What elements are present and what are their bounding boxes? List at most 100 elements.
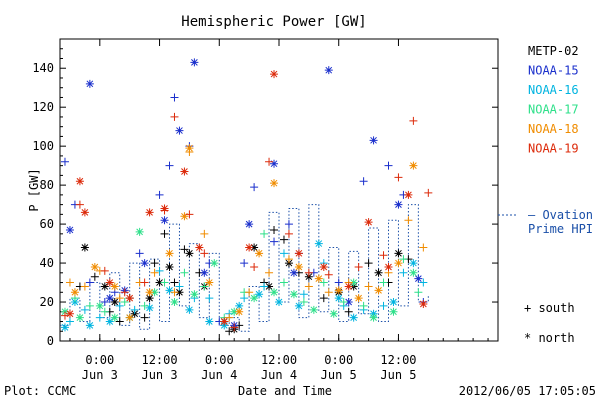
south-point — [364, 282, 373, 291]
x-tick-time: 0:00 — [85, 353, 114, 367]
legend: METP-02 NOAA-15 NOAA-16 NOAA-17 NOAA-18 NOAA-… — [498, 44, 593, 345]
south-point — [115, 294, 124, 303]
north-point — [255, 249, 264, 258]
north-point — [170, 298, 179, 307]
south-point — [160, 278, 169, 287]
south-point — [379, 251, 388, 260]
north-point — [125, 294, 134, 303]
north-point — [140, 259, 149, 268]
south-point — [100, 307, 109, 316]
y-tick-label: 60 — [40, 217, 54, 231]
south-point — [85, 301, 94, 310]
y-tick-label: 20 — [40, 295, 54, 309]
south-point — [140, 278, 149, 287]
south-point — [150, 259, 159, 268]
x-tick-date: Jun 5 — [380, 368, 416, 382]
north-point — [289, 290, 298, 299]
legend-item-noaa-15: NOAA-15 — [528, 64, 579, 78]
north-point — [135, 227, 144, 236]
north-point — [200, 268, 209, 277]
south-point — [284, 255, 293, 264]
x-tick-time: 12:00 — [261, 353, 297, 367]
north-point — [165, 262, 174, 271]
north-point — [100, 282, 109, 291]
south-point — [379, 278, 388, 287]
south-point — [170, 288, 179, 297]
north-point — [329, 309, 338, 318]
north-point — [145, 303, 154, 312]
north-point — [270, 70, 279, 79]
north-point — [145, 288, 154, 297]
north-point — [175, 126, 184, 135]
south-point — [399, 268, 408, 277]
north-point — [235, 301, 244, 310]
north-point — [185, 249, 194, 258]
south-point — [170, 278, 179, 287]
south-point — [140, 301, 149, 310]
north-point — [190, 58, 199, 67]
south-point — [200, 229, 209, 238]
north-point — [270, 288, 279, 297]
north-point — [374, 268, 383, 277]
south-point — [60, 157, 69, 166]
north-point — [85, 79, 94, 88]
y-axis-ticks: 0 20 40 60 80 100 120 140 — [32, 48, 498, 348]
north-point — [314, 274, 323, 283]
south-point — [384, 161, 393, 170]
south-point — [359, 301, 368, 310]
south-point — [130, 305, 139, 314]
south-point — [80, 282, 89, 291]
south-point — [324, 270, 333, 279]
north-point — [289, 268, 298, 277]
south-point — [265, 157, 274, 166]
south-point — [95, 313, 104, 322]
north-point — [205, 278, 214, 287]
north-point — [349, 278, 358, 287]
south-point — [359, 177, 368, 186]
north-point — [65, 225, 74, 234]
south-point — [225, 313, 234, 322]
north-point — [105, 317, 114, 326]
south-point — [160, 229, 169, 238]
south-point — [279, 249, 288, 258]
north-point — [394, 200, 403, 209]
south-point — [115, 317, 124, 326]
north-point — [110, 313, 119, 322]
north-point — [309, 305, 318, 314]
north-point — [160, 216, 169, 225]
north-point — [125, 313, 134, 322]
south-point — [399, 255, 408, 264]
north-point — [145, 208, 154, 217]
ovation-series — [60, 204, 429, 332]
south-point — [240, 259, 249, 268]
south-point — [80, 305, 89, 314]
north-point — [409, 161, 418, 170]
north-point — [344, 298, 353, 307]
north-point — [190, 290, 199, 299]
south-point — [230, 323, 239, 332]
south-point — [304, 282, 313, 291]
north-point — [349, 313, 358, 322]
north-point — [394, 259, 403, 268]
south-point — [260, 229, 269, 238]
south-point — [270, 225, 279, 234]
south-point — [364, 259, 373, 268]
north-point — [265, 282, 274, 291]
south-point — [65, 278, 74, 287]
north-point — [105, 294, 114, 303]
x-tick-time: 0:00 — [324, 353, 353, 367]
north-point — [175, 288, 184, 297]
x-tick-date: Jun 3 — [82, 368, 118, 382]
south-point — [120, 288, 129, 297]
south-point — [404, 216, 413, 225]
north-point — [185, 305, 194, 314]
south-point — [354, 262, 363, 271]
x-axis-label: Date and Time — [238, 384, 332, 398]
north-point — [250, 243, 259, 252]
north-point — [230, 307, 239, 316]
timestamp: 2012/06/05 17:05:05 — [459, 384, 596, 398]
south-point — [150, 268, 159, 277]
ovation-line — [60, 204, 429, 332]
north-point — [394, 249, 403, 258]
